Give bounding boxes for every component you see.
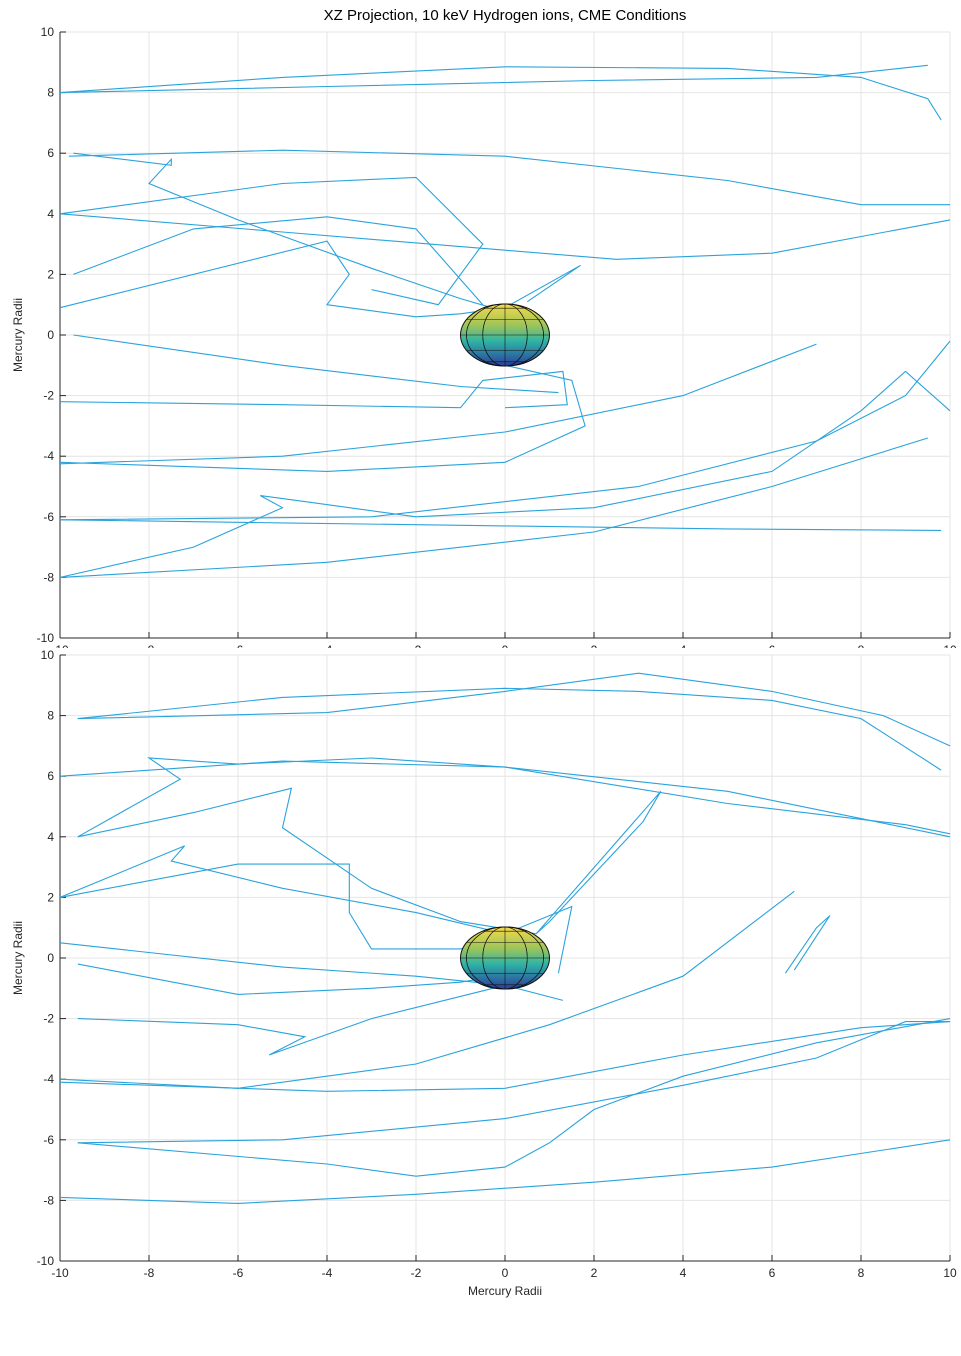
- trajectory: [59, 66, 942, 121]
- x-tick-label: 6: [769, 643, 776, 648]
- trajectory: [59, 890, 795, 1089]
- trajectory: [77, 1021, 950, 1144]
- y-tick-label: 4: [47, 207, 54, 221]
- x-tick-label: -2: [411, 1266, 422, 1280]
- x-tick-label: 10: [943, 1266, 957, 1280]
- x-tick-label: -4: [322, 1266, 333, 1280]
- y-tick-label: 6: [47, 769, 54, 783]
- trajectory: [784, 915, 831, 974]
- trajectory: [59, 437, 928, 578]
- trajectory: [77, 1018, 951, 1177]
- y-tick-label: 4: [47, 830, 54, 844]
- y-tick-label: -2: [43, 1012, 54, 1026]
- trajectory: [77, 984, 506, 1056]
- y-tick-label: 10: [41, 648, 55, 662]
- trajectory: [59, 364, 586, 472]
- y-tick-label: 10: [41, 25, 55, 39]
- x-tick-label: -6: [233, 1266, 244, 1280]
- y-tick-label: -10: [37, 1254, 55, 1268]
- y-tick-label: -4: [43, 1072, 54, 1086]
- x-tick-label: -10: [51, 1266, 69, 1280]
- trajectory: [68, 149, 950, 206]
- trajectory: [59, 1139, 951, 1204]
- x-tick-label: 0: [502, 643, 509, 648]
- y-tick-label: -8: [43, 570, 54, 584]
- x-tick-label: -2: [411, 643, 422, 648]
- y-tick-label: 0: [47, 328, 54, 342]
- meridian: [466, 303, 544, 367]
- y-tick-label: 2: [47, 267, 54, 281]
- trajectory: [59, 370, 568, 409]
- y-tick-label: 0: [47, 951, 54, 965]
- chart-bottom: XZ Projection, 1 MeV Hydrogen ions, CME …: [11, 648, 957, 1298]
- y-tick-label: -10: [37, 631, 55, 645]
- trajectory: [73, 216, 484, 306]
- x-tick-label: 2: [591, 643, 598, 648]
- trajectory: [59, 213, 951, 260]
- x-tick-label: -8: [144, 643, 155, 648]
- trajectory: [59, 343, 817, 465]
- trajectory: [59, 1021, 951, 1092]
- trajectory: [59, 370, 951, 578]
- trajectory: [59, 863, 523, 950]
- x-tick-label: 4: [680, 1266, 687, 1280]
- x-tick-label: -6: [233, 643, 244, 648]
- chart-top: XZ Projection, 10 keV Hydrogen ions, CME…: [11, 7, 957, 648]
- y-axis-label: Mercury Radii: [11, 921, 25, 995]
- y-tick-label: 8: [47, 709, 54, 723]
- y-tick-label: -2: [43, 389, 54, 403]
- trajectory: [59, 64, 928, 94]
- trajectory: [77, 687, 942, 771]
- x-tick-label: -4: [322, 643, 333, 648]
- x-tick-label: -10: [51, 643, 69, 648]
- x-tick-label: 10: [943, 643, 957, 648]
- y-axis-label: Mercury Radii: [11, 298, 25, 372]
- y-tick-label: -8: [43, 1193, 54, 1207]
- trajectory: [77, 787, 662, 935]
- x-axis-label: Mercury Radii: [468, 1284, 542, 1298]
- x-tick-label: 8: [858, 643, 865, 648]
- trajectory: [77, 672, 951, 747]
- y-tick-label: -6: [43, 510, 54, 524]
- y-tick-label: -4: [43, 449, 54, 463]
- x-tick-label: 8: [858, 1266, 865, 1280]
- trajectory: [77, 757, 951, 838]
- meridian: [466, 926, 544, 990]
- y-tick-label: -6: [43, 1133, 54, 1147]
- trajectory: [73, 334, 559, 394]
- trajectory: [59, 519, 942, 531]
- chart-title: XZ Projection, 10 keV Hydrogen ions, CME…: [324, 7, 687, 24]
- x-tick-label: -8: [144, 1266, 155, 1280]
- x-tick-label: 0: [502, 1266, 509, 1280]
- trajectory: [73, 152, 492, 309]
- y-tick-label: 6: [47, 146, 54, 160]
- x-tick-label: 4: [680, 643, 687, 648]
- trajectory: [59, 340, 951, 521]
- trajectory: [59, 176, 484, 306]
- y-tick-label: 2: [47, 890, 54, 904]
- x-tick-label: 6: [769, 1266, 776, 1280]
- trajectory: [59, 942, 564, 1001]
- x-tick-label: 2: [591, 1266, 598, 1280]
- trajectory: [59, 240, 581, 318]
- y-tick-label: 8: [47, 86, 54, 100]
